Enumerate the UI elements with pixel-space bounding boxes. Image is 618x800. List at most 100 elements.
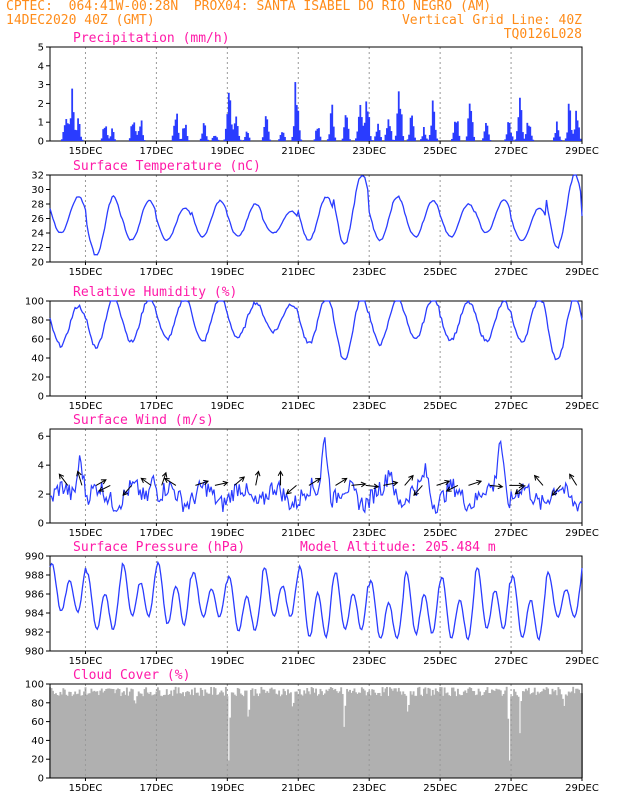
precip-bar — [295, 105, 298, 141]
y-tick-label: 990 — [25, 552, 44, 563]
precip-bar — [527, 125, 530, 141]
precip-bar — [470, 110, 473, 141]
cloud-bar — [396, 691, 399, 778]
cloud-bar — [124, 694, 127, 778]
precip-bar — [377, 123, 379, 141]
precip-bar — [514, 139, 517, 141]
y-tick-label: 20 — [31, 373, 44, 384]
y-tick-label: 40 — [31, 354, 44, 365]
cloud-bar — [127, 695, 130, 778]
cloud-bar — [285, 695, 288, 778]
precip-bar — [384, 134, 387, 141]
cloud-bar — [440, 687, 443, 778]
x-tick-label: 19DEC — [210, 656, 244, 667]
precip-bar — [278, 139, 280, 141]
wind-arrow-head — [315, 477, 321, 484]
cloud-bar — [490, 689, 493, 778]
precip-bar — [183, 128, 186, 141]
precip-bar — [108, 138, 111, 141]
x-tick-label: 21DEC — [281, 528, 315, 539]
y-tick-label: 3 — [38, 80, 44, 91]
cloud-bar — [341, 693, 344, 778]
cloud-bar — [263, 689, 266, 778]
cloud-bar — [449, 695, 452, 778]
wind-arrow — [404, 475, 414, 486]
precip-bar — [557, 130, 560, 141]
precip-bar — [380, 137, 382, 141]
precip-bar — [69, 118, 72, 141]
cloud-bar — [53, 694, 56, 778]
cloud-bar — [193, 687, 196, 778]
cloud-bar — [456, 688, 459, 778]
precip-bar — [216, 137, 218, 141]
x-tick-label: 17DEC — [140, 783, 174, 794]
wind-arrow — [140, 477, 152, 486]
cloud-bar — [507, 718, 510, 778]
cloud-bar — [232, 692, 235, 778]
precip-bar — [406, 139, 409, 141]
cloud-bar — [337, 693, 340, 778]
cloud-bar — [306, 688, 309, 778]
precip-bar — [238, 135, 241, 141]
precip-bar — [344, 115, 347, 141]
cloud-bar — [109, 688, 112, 778]
cloud-bar — [270, 687, 273, 778]
precip-bar — [179, 139, 181, 141]
pressure-line — [49, 560, 583, 642]
cloud-bar — [448, 695, 450, 778]
precip-bar — [519, 97, 521, 141]
cloud-bar — [573, 693, 576, 778]
cloud-bar — [205, 692, 208, 778]
cloud-bar — [363, 690, 366, 778]
precip-bar — [232, 129, 235, 141]
cloud-bar — [120, 695, 122, 778]
precip-bar — [332, 126, 335, 141]
precip-bar — [427, 139, 430, 141]
cloud-bar — [315, 688, 317, 778]
precip-bar — [235, 116, 238, 141]
precip-bar — [504, 139, 507, 141]
cloud-bar — [542, 688, 545, 778]
cloud-bar — [260, 686, 263, 778]
cloud-bar — [350, 692, 353, 778]
wind-arrow — [286, 485, 297, 495]
precip-bar — [436, 138, 439, 141]
precip-bar — [264, 116, 267, 141]
precip-bar — [77, 118, 79, 141]
precip-bar — [239, 139, 242, 141]
cloud-bar — [208, 693, 211, 778]
precip-bar — [214, 135, 217, 141]
cloud-bar — [513, 689, 516, 778]
cloud-bar — [284, 691, 286, 778]
cloud-bar — [171, 695, 174, 778]
cloud-bar — [207, 693, 210, 778]
y-tick-label: 100 — [25, 297, 44, 308]
cloud-bar — [217, 694, 220, 778]
cloud-bar — [201, 689, 204, 778]
cloud-bar — [482, 694, 484, 778]
cloud-bar — [381, 687, 384, 778]
wind-arrow — [515, 485, 526, 495]
cloud-bar — [71, 696, 74, 778]
x-tick-label: 21DEC — [281, 146, 315, 157]
cloud-bar — [81, 695, 84, 778]
cloud-bar — [323, 693, 326, 778]
cloud-bar — [541, 691, 544, 778]
precip-bar — [328, 134, 331, 141]
cloud-bar — [177, 687, 180, 778]
wind-arrow — [365, 484, 379, 488]
precip-bar — [572, 133, 575, 141]
precip-bar — [266, 119, 269, 141]
cloud-bar — [111, 688, 114, 778]
cloud-bar — [188, 691, 190, 778]
cloud-bar — [569, 692, 572, 778]
x-tick-label: 27DEC — [494, 656, 528, 667]
wind-arrow-head — [497, 483, 504, 490]
precip-bar — [488, 134, 490, 141]
cloud-bar — [255, 693, 258, 778]
wind-arrow-head — [254, 470, 261, 477]
cloud-bar — [196, 692, 199, 778]
precip-bar — [230, 124, 233, 141]
cloud-bar — [439, 687, 442, 778]
